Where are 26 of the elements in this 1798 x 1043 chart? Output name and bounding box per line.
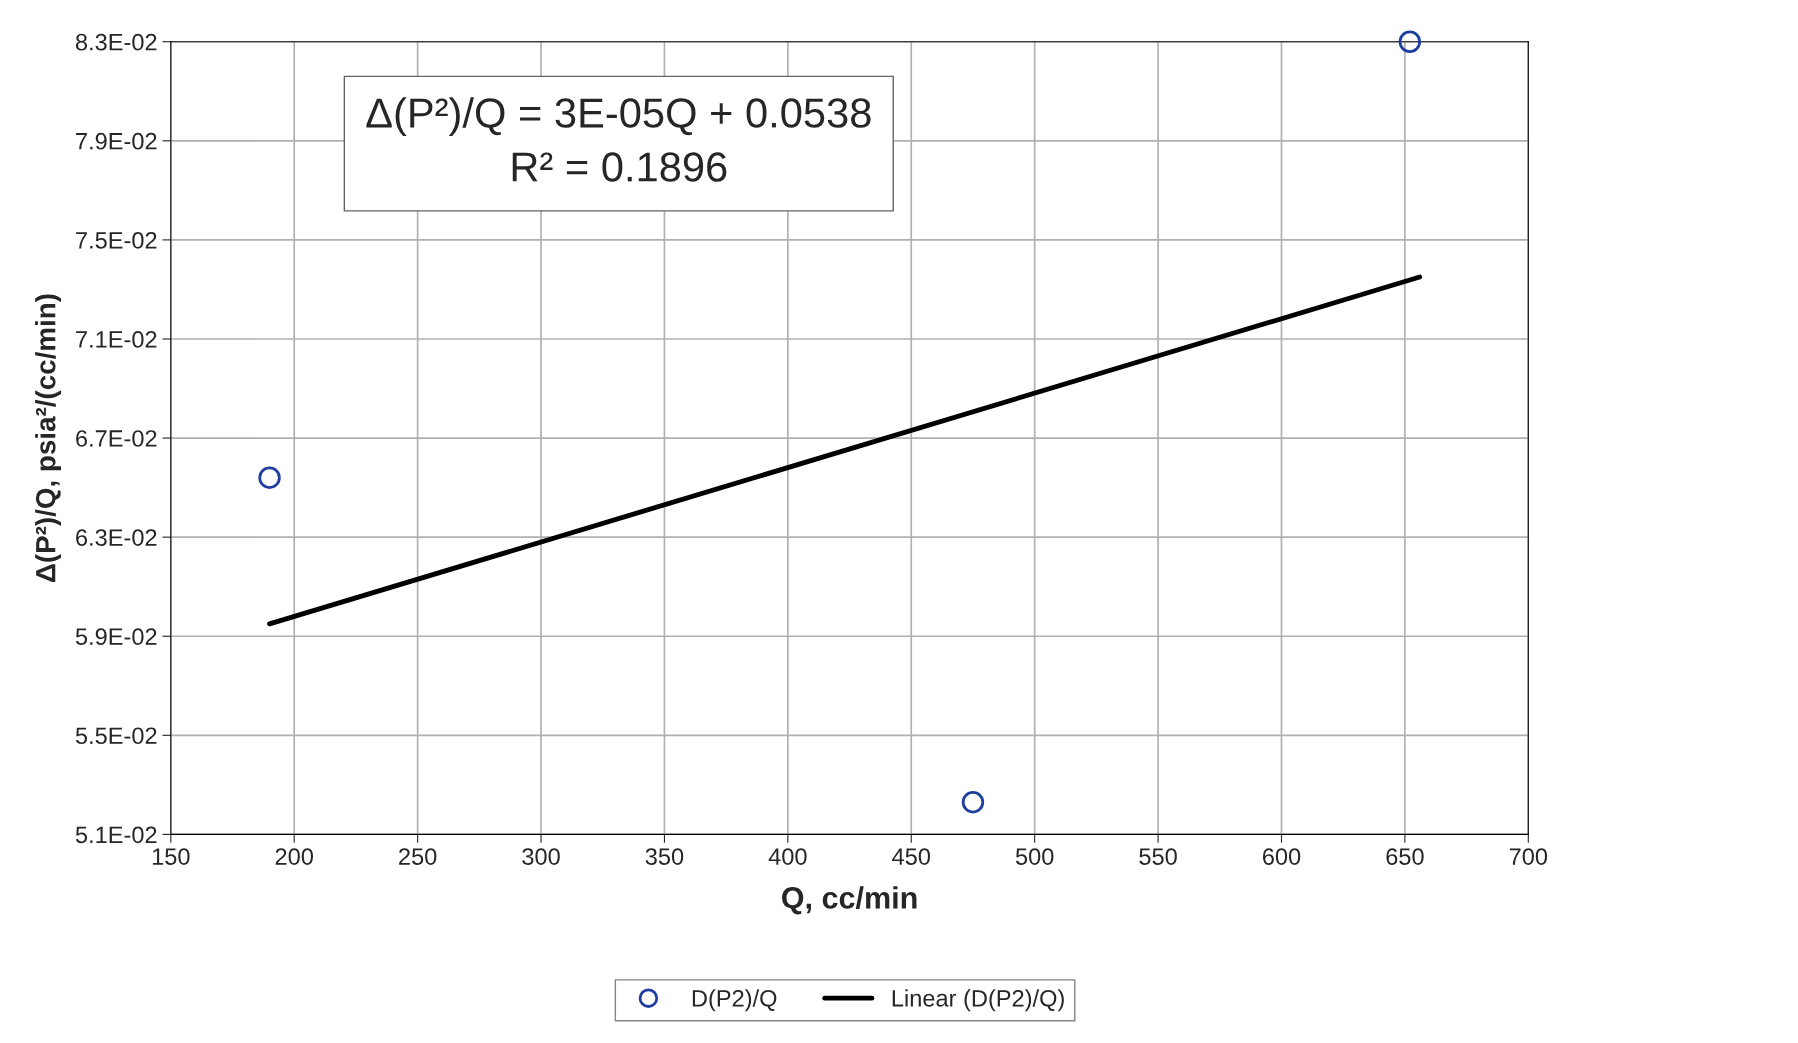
x-tick-label: 400 — [768, 848, 807, 865]
y-tick-label: 5.5E-02 — [75, 727, 157, 745]
legend-label: Linear (D(P2)/Q) — [892, 989, 1064, 1012]
x-axis-title: Q, cc/min — [782, 886, 917, 915]
y-tick-label: 5.1E-02 — [75, 826, 157, 844]
x-tick-label: 150 — [152, 848, 190, 865]
y-axis-title: Δ(P²)/Q, psia²/(cc/min) — [35, 294, 62, 582]
x-tick-label: 250 — [399, 848, 437, 865]
x-tick-label: 650 — [1386, 848, 1424, 865]
x-tick-label: 200 — [275, 848, 313, 865]
x-tick-label: 300 — [522, 848, 560, 865]
y-tick-label: 7.1E-02 — [76, 331, 157, 348]
y-tick-label: 8.3E-02 — [75, 33, 157, 51]
y-tick-label: 5.9E-02 — [75, 628, 157, 646]
annotation: Δ(P²)/Q = 3E-05Q + 0.0538 R² = 0.1896 — [366, 97, 871, 182]
x-tick-label: 600 — [1262, 848, 1301, 865]
x-tick-label: 450 — [892, 848, 931, 865]
y-tick-label: 6.3E-02 — [76, 529, 157, 546]
x-tick-label: 500 — [1015, 848, 1054, 865]
x-tick-label: 550 — [1139, 848, 1177, 865]
y-tick-label: 7.9E-02 — [76, 132, 157, 150]
legend-label: D(P2)/Q — [692, 989, 777, 1012]
x-tick-label: 700 — [1509, 848, 1548, 865]
x-tick-label: 350 — [645, 848, 684, 865]
y-tick-label: 6.7E-02 — [76, 430, 157, 447]
y-tick-label: 7.5E-02 — [76, 231, 157, 249]
